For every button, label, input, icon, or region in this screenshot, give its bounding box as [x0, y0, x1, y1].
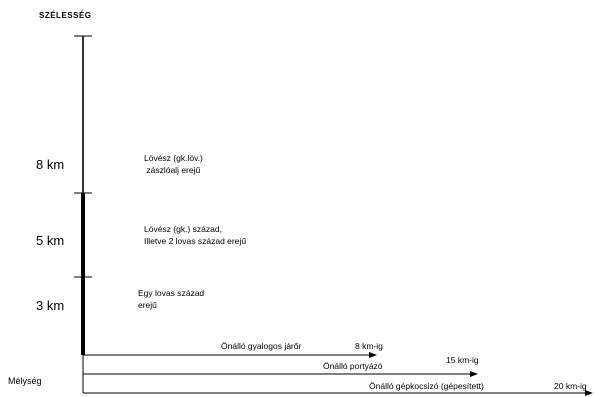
unit-desc-8km-line1: Lövész (gk.löv.): [144, 153, 203, 163]
arrow-gyalogos-label: Önálló gyalogos járőr: [221, 341, 302, 351]
arrow-gepkocsizo-range: 20 km-ig: [554, 381, 587, 391]
width-label-5km: 5 km: [36, 233, 65, 248]
arrow-portyazo-label: Önálló portyázó: [323, 361, 383, 371]
arrow-gepkocsizo-head: [585, 390, 593, 396]
depth-label: Mélység: [8, 376, 42, 386]
arrow-gyalogos-head: [369, 352, 377, 358]
arrow-gepkocsizo-label: Önálló gépkocsizó (gépesített): [369, 381, 484, 391]
unit-desc-5km-line1: Lövész (gk.) század,: [144, 224, 222, 234]
diagram-title: SZÉLESSÉG: [39, 11, 92, 20]
unit-desc-5km-line2: Illetve 2 lovas század erejű: [144, 236, 247, 246]
unit-desc-8km-line2: zászlóalj erejű: [144, 165, 201, 175]
width-label-3km: 3 km: [36, 298, 65, 313]
width-label-8km: 8 km: [36, 157, 65, 172]
arrow-portyazo-head: [470, 371, 478, 377]
unit-desc-3km-line1: Egy lovas század: [138, 288, 205, 298]
unit-desc-3km-line2: erejű: [138, 300, 157, 310]
arrow-portyazo-range: 15 km-ig: [446, 355, 479, 365]
arrow-gyalogos-range: 8 km-ig: [355, 341, 383, 351]
